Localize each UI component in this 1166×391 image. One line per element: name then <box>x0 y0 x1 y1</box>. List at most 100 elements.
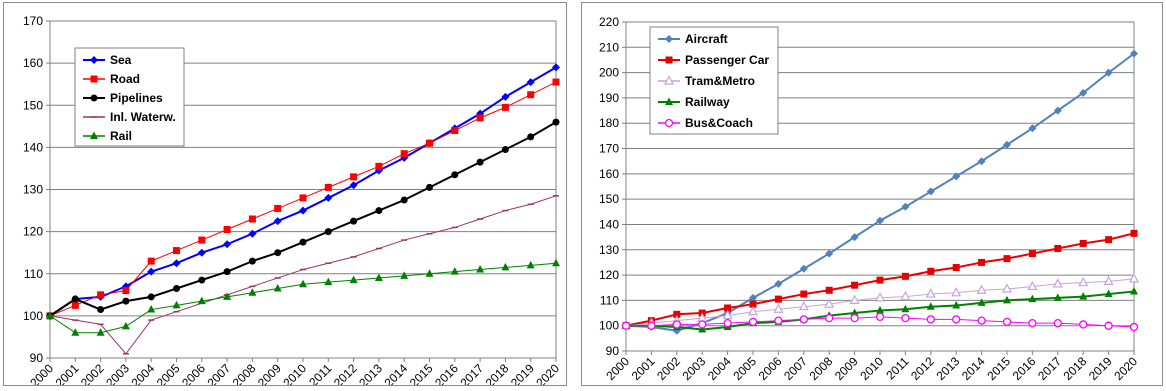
data-point-road <box>147 257 155 265</box>
data-point-passenger-car <box>825 286 833 294</box>
data-point-bus-coach <box>850 313 859 323</box>
data-point-sea <box>248 229 257 238</box>
data-point-passenger-car <box>1079 239 1087 247</box>
data-point-aircraft <box>876 216 884 225</box>
legend-label-road: Road <box>110 72 140 86</box>
data-point-aircraft <box>1079 88 1088 97</box>
y-tick-label: 200 <box>599 66 619 80</box>
data-point-road <box>97 291 105 299</box>
data-point-railway <box>850 308 859 317</box>
data-point-bus-coach <box>774 316 783 325</box>
x-tick-label: 2009 <box>255 361 284 385</box>
legend-label-pipelines: Pipelines <box>110 91 163 105</box>
y-tick-label: 170 <box>23 14 43 28</box>
y-tick-label: 190 <box>599 91 619 105</box>
data-point-pipelines <box>350 217 358 225</box>
data-point-rail <box>526 260 535 269</box>
data-point-rail <box>147 305 156 313</box>
data-point-road <box>476 114 484 122</box>
data-point-pipelines <box>527 133 535 141</box>
legend-marker-passenger-car <box>665 56 673 64</box>
data-point-passenger-car <box>851 281 859 289</box>
legend-marker-road <box>90 75 98 83</box>
series-road <box>46 78 560 320</box>
data-point-bus-coach <box>723 319 732 328</box>
data-point-tram-metro <box>1002 283 1012 293</box>
data-point-passenger-car <box>1105 236 1113 244</box>
y-tick-label: 120 <box>23 225 43 239</box>
data-point-passenger-car <box>952 263 960 271</box>
data-point-tram-metro <box>1103 275 1114 286</box>
data-point-bus-coach <box>952 315 961 324</box>
x-tick-label: 2010 <box>857 354 886 383</box>
data-point-rail <box>121 321 130 330</box>
x-tick-label: 2010 <box>280 361 309 385</box>
data-point-bus-coach <box>647 321 656 330</box>
data-point-sea <box>197 248 206 257</box>
data-point-tram-metro <box>900 290 911 301</box>
data-point-passenger-car <box>927 267 935 275</box>
y-tick-label: 180 <box>599 116 619 130</box>
data-point-bus-coach <box>1053 319 1062 328</box>
y-tick-label: 90 <box>606 344 620 358</box>
y-tick-label: 170 <box>599 142 619 156</box>
data-point-tram-metro <box>875 292 885 302</box>
y-tick-label: 150 <box>23 98 43 112</box>
data-point-sea <box>172 259 181 268</box>
legend-marker-pipelines <box>90 94 98 102</box>
data-point-passenger-car <box>673 310 681 318</box>
y-tick-label: 130 <box>23 183 43 197</box>
data-point-rail <box>324 277 333 286</box>
data-point-pipelines <box>451 171 459 179</box>
legend-label-tram-metro: Tram&Metro <box>685 74 755 88</box>
data-point-aircraft <box>1104 68 1113 77</box>
x-tick-label: 2017 <box>1035 354 1064 383</box>
series-bus-coach <box>621 312 1139 332</box>
data-point-bus-coach <box>621 321 631 330</box>
data-point-road <box>299 194 307 202</box>
data-point-bus-coach <box>977 316 986 325</box>
series-pipelines <box>46 118 560 320</box>
data-point-rail <box>197 296 206 305</box>
data-point-tram-metro <box>976 284 987 294</box>
data-point-road <box>501 103 509 111</box>
data-point-passenger-car <box>724 304 732 312</box>
data-point-railway <box>1053 293 1062 301</box>
x-tick-label: 2018 <box>483 361 512 385</box>
legend: Aircraft Passenger Car Tram&Metro Railway Bu… <box>649 26 779 135</box>
legend-marker-bus-coach <box>664 118 674 128</box>
data-point-road <box>274 204 282 212</box>
passenger-chart: 90 100 110 120 130 140 150 160 170 180 190 200 210 22… <box>599 15 1140 383</box>
data-point-railway <box>901 304 910 313</box>
data-point-bus-coach <box>672 320 681 329</box>
data-point-railway <box>952 300 961 309</box>
data-point-bus-coach <box>926 315 935 324</box>
y-tick-label: 130 <box>599 243 619 257</box>
data-point-pipelines <box>426 183 433 191</box>
x-tick-label: 2015 <box>984 354 1013 383</box>
data-point-sea <box>147 267 156 276</box>
data-point-pipelines <box>122 297 130 305</box>
x-tick-label: 2007 <box>781 354 810 383</box>
data-point-tram-metro <box>1052 278 1063 288</box>
data-point-aircraft <box>749 293 757 302</box>
data-point-rail <box>400 271 409 279</box>
legend-label-passenger-car: Passenger Car <box>685 53 769 67</box>
data-point-bus-coach <box>698 320 707 329</box>
data-point-pipelines <box>71 295 79 303</box>
data-point-aircraft <box>1130 49 1138 58</box>
data-point-tram-metro <box>1129 273 1139 283</box>
data-point-rail <box>172 300 181 309</box>
data-point-aircraft <box>1053 106 1062 115</box>
data-point-road <box>71 301 79 309</box>
y-tick-label: 140 <box>599 217 619 231</box>
x-tick-label: 2014 <box>959 354 988 383</box>
data-point-passenger-car <box>774 295 782 303</box>
data-point-rail <box>223 292 232 300</box>
data-point-railway <box>698 324 707 333</box>
x-tick-label: 2013 <box>934 354 963 383</box>
data-point-rail <box>273 283 282 292</box>
data-point-bus-coach <box>875 312 885 321</box>
data-point-tram-metro <box>849 294 860 304</box>
data-point-pipelines <box>147 293 155 301</box>
